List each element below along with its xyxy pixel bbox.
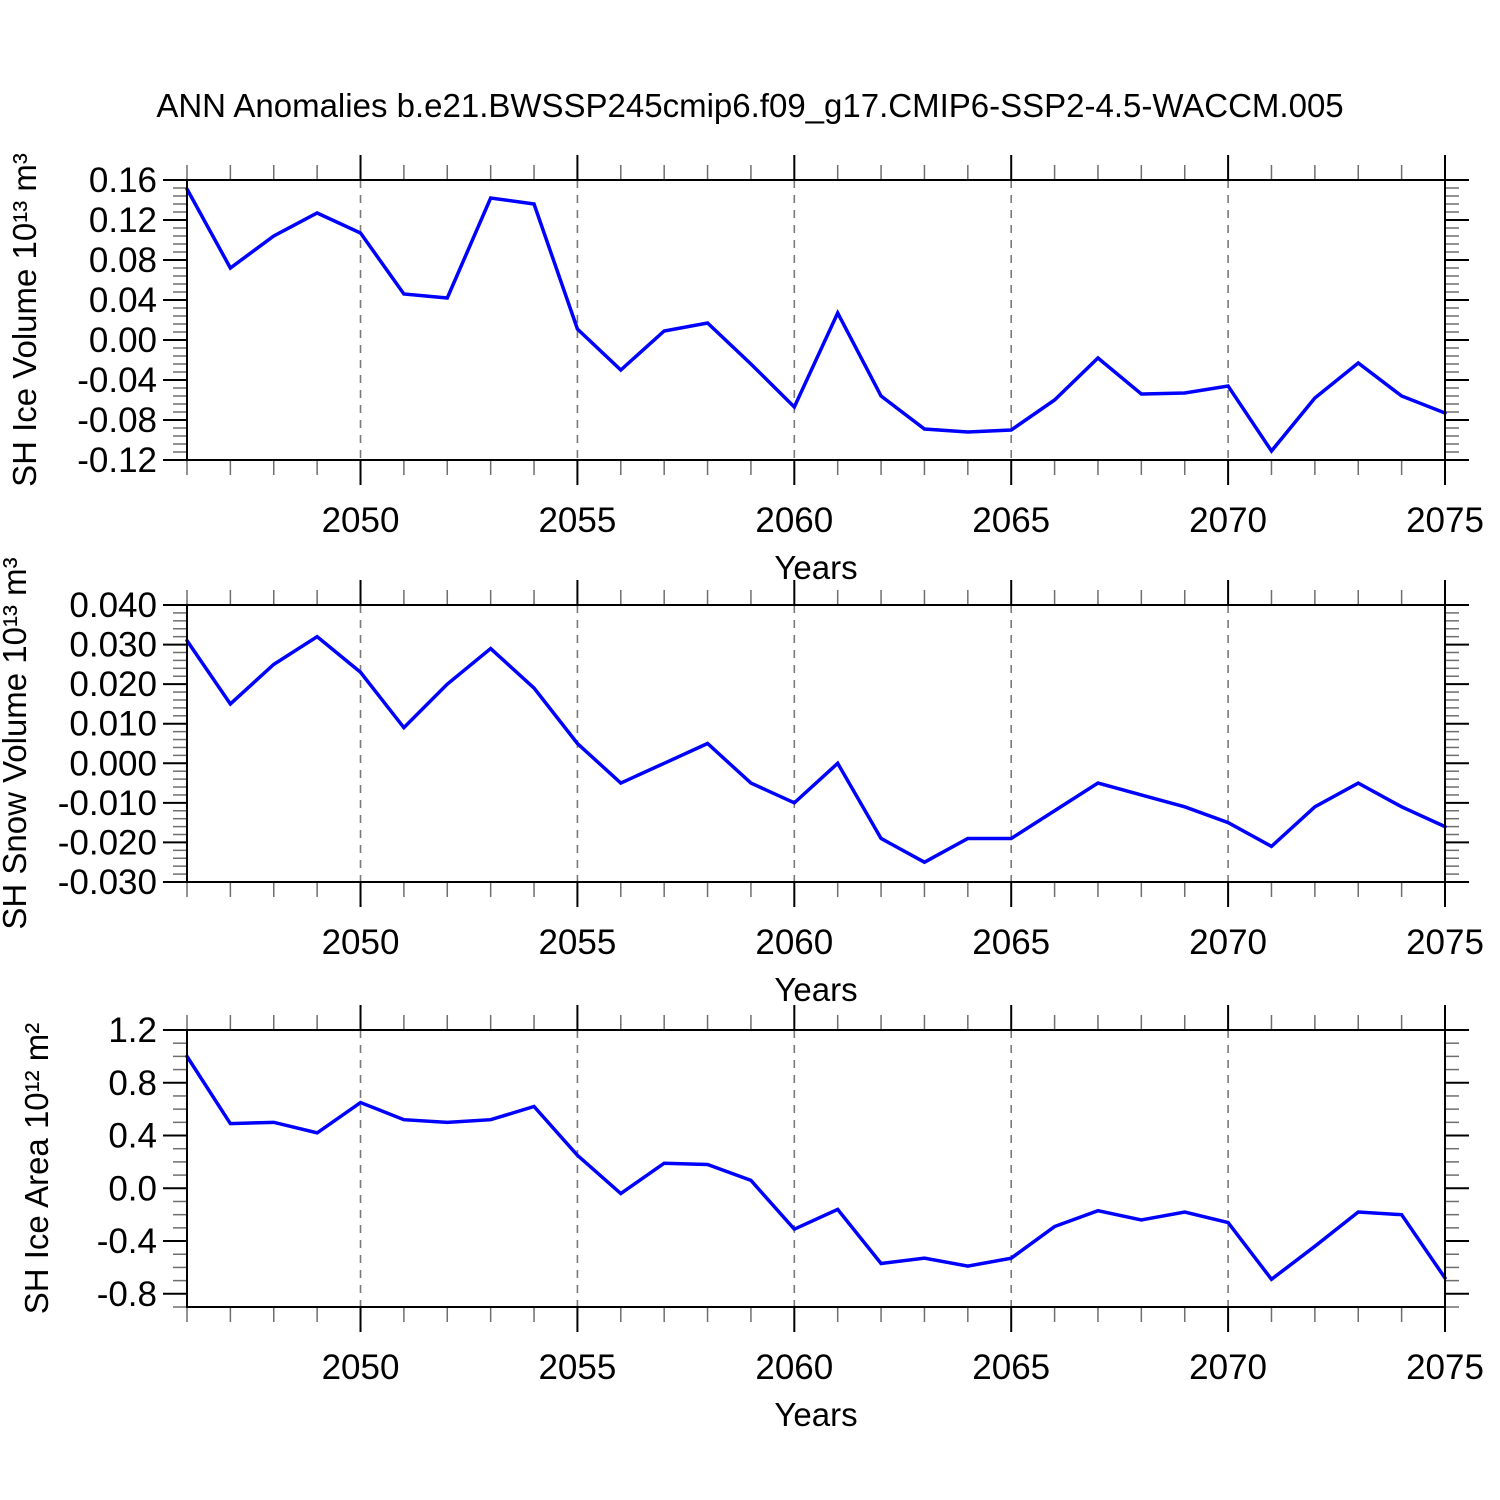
- y-tick-label: 0.4: [108, 1117, 157, 1156]
- x-tick-label: 2065: [972, 1348, 1050, 1387]
- gridlines: [359, 180, 1229, 460]
- y-tick-label: 0.8: [108, 1064, 157, 1103]
- data-line: [185, 634, 1447, 865]
- x-tick-label: 2065: [972, 923, 1050, 962]
- panel-sh-ice-area: SH Ice Area 10¹² m² Years 2050 2055 2060 20…: [18, 1005, 1484, 1433]
- figure-title: ANN Anomalies b.e21.BWSSP245cmip6.f09_g1…: [156, 87, 1343, 124]
- y-tick-label: -0.12: [77, 441, 157, 480]
- y-tick-label: 0.00: [89, 321, 157, 360]
- y-tick-label: 0.010: [69, 705, 157, 744]
- y-tick-label: 1.2: [108, 1011, 157, 1050]
- y-tick-label: -0.4: [97, 1222, 157, 1261]
- x-tick-label: 2075: [1406, 923, 1484, 962]
- x-tick-label: 2070: [1189, 923, 1267, 962]
- y-tick-label: -0.030: [58, 863, 157, 902]
- y-tick-label: 0.020: [69, 665, 157, 704]
- y-minor-ticks: [173, 612, 1459, 875]
- y-axis-label-ice-area: SH Ice Area 10¹² m²: [18, 1023, 55, 1315]
- y-tick-label: 0.08: [89, 241, 157, 280]
- x-major-ticks: 2050 2055 2060 2065 2070 2075: [322, 1005, 1484, 1387]
- x-axis-label-years-2: Years: [774, 971, 857, 1008]
- y-tick-label: 0.0: [108, 1169, 157, 1208]
- y-tick-label: -0.08: [77, 401, 157, 440]
- x-tick-label: 2055: [538, 1348, 616, 1387]
- y-minor-ticks: [173, 1042, 1459, 1308]
- x-tick-label: 2055: [538, 501, 616, 540]
- y-tick-label: 0.040: [69, 586, 157, 625]
- x-tick-label: 2055: [538, 923, 616, 962]
- panel-sh-snow-volume: SH Snow Volume 10¹³ m³ Years 2050 2055 206…: [0, 557, 1484, 1008]
- y-major-ticks: 1.2 0.8 0.4 0.0 -0.4 -0.8: [97, 1011, 1469, 1314]
- data-line: [185, 1054, 1447, 1282]
- x-minor-ticks: [186, 590, 1403, 897]
- y-major-ticks: 0.0400.0300.0200.0100.000-0.010-0.020-0.…: [58, 586, 1469, 902]
- x-major-ticks: 2050 2055 2060 2065 2070 2075: [322, 155, 1484, 540]
- y-minor-ticks: [173, 187, 1459, 453]
- y-tick-label: 0.030: [69, 626, 157, 665]
- plot-box: [186, 604, 1446, 883]
- y-tick-label: -0.020: [58, 823, 157, 862]
- y-axis-label-snow-volume: SH Snow Volume 10¹³ m³: [0, 557, 33, 929]
- gridlines: [359, 1030, 1229, 1307]
- x-tick-label: 2065: [972, 501, 1050, 540]
- y-major-ticks: 0.160.120.080.040.00-0.04-0.08-0.12: [77, 161, 1469, 480]
- plot-box: [186, 179, 1446, 461]
- y-axis-label-ice-volume: SH Ice Volume 10¹³ m³: [6, 153, 43, 487]
- x-minor-ticks: [186, 165, 1403, 475]
- y-tick-label: -0.8: [97, 1275, 157, 1314]
- x-tick-label: 2070: [1189, 1348, 1267, 1387]
- x-axis-label-years-3: Years: [774, 1396, 857, 1433]
- x-axis-label-years-1: Years: [774, 549, 857, 586]
- y-tick-label: -0.04: [77, 361, 157, 400]
- x-tick-label: 2075: [1406, 1348, 1484, 1387]
- data-line: [185, 187, 1447, 454]
- x-minor-ticks: [186, 1015, 1403, 1322]
- x-major-ticks: 2050 2055 2060 2065 2070 2075: [322, 580, 1484, 962]
- x-tick-label: 2070: [1189, 501, 1267, 540]
- y-tick-label: 0.12: [89, 201, 157, 240]
- y-tick-label: 0.16: [89, 161, 157, 200]
- y-tick-label: 0.04: [89, 281, 157, 320]
- x-tick-label: 2060: [755, 501, 833, 540]
- x-tick-label: 2075: [1406, 501, 1484, 540]
- x-tick-label: 2060: [755, 923, 833, 962]
- x-tick-label: 2050: [322, 501, 400, 540]
- panel-sh-ice-volume: SH Ice Volume 10¹³ m³ Years 2050 2055 2060…: [6, 153, 1484, 586]
- y-tick-label: -0.010: [58, 784, 157, 823]
- x-tick-label: 2050: [322, 923, 400, 962]
- y-tick-label: 0.000: [69, 744, 157, 783]
- x-tick-label: 2050: [322, 1348, 400, 1387]
- x-tick-label: 2060: [755, 1348, 833, 1387]
- plot-box: [186, 1029, 1446, 1308]
